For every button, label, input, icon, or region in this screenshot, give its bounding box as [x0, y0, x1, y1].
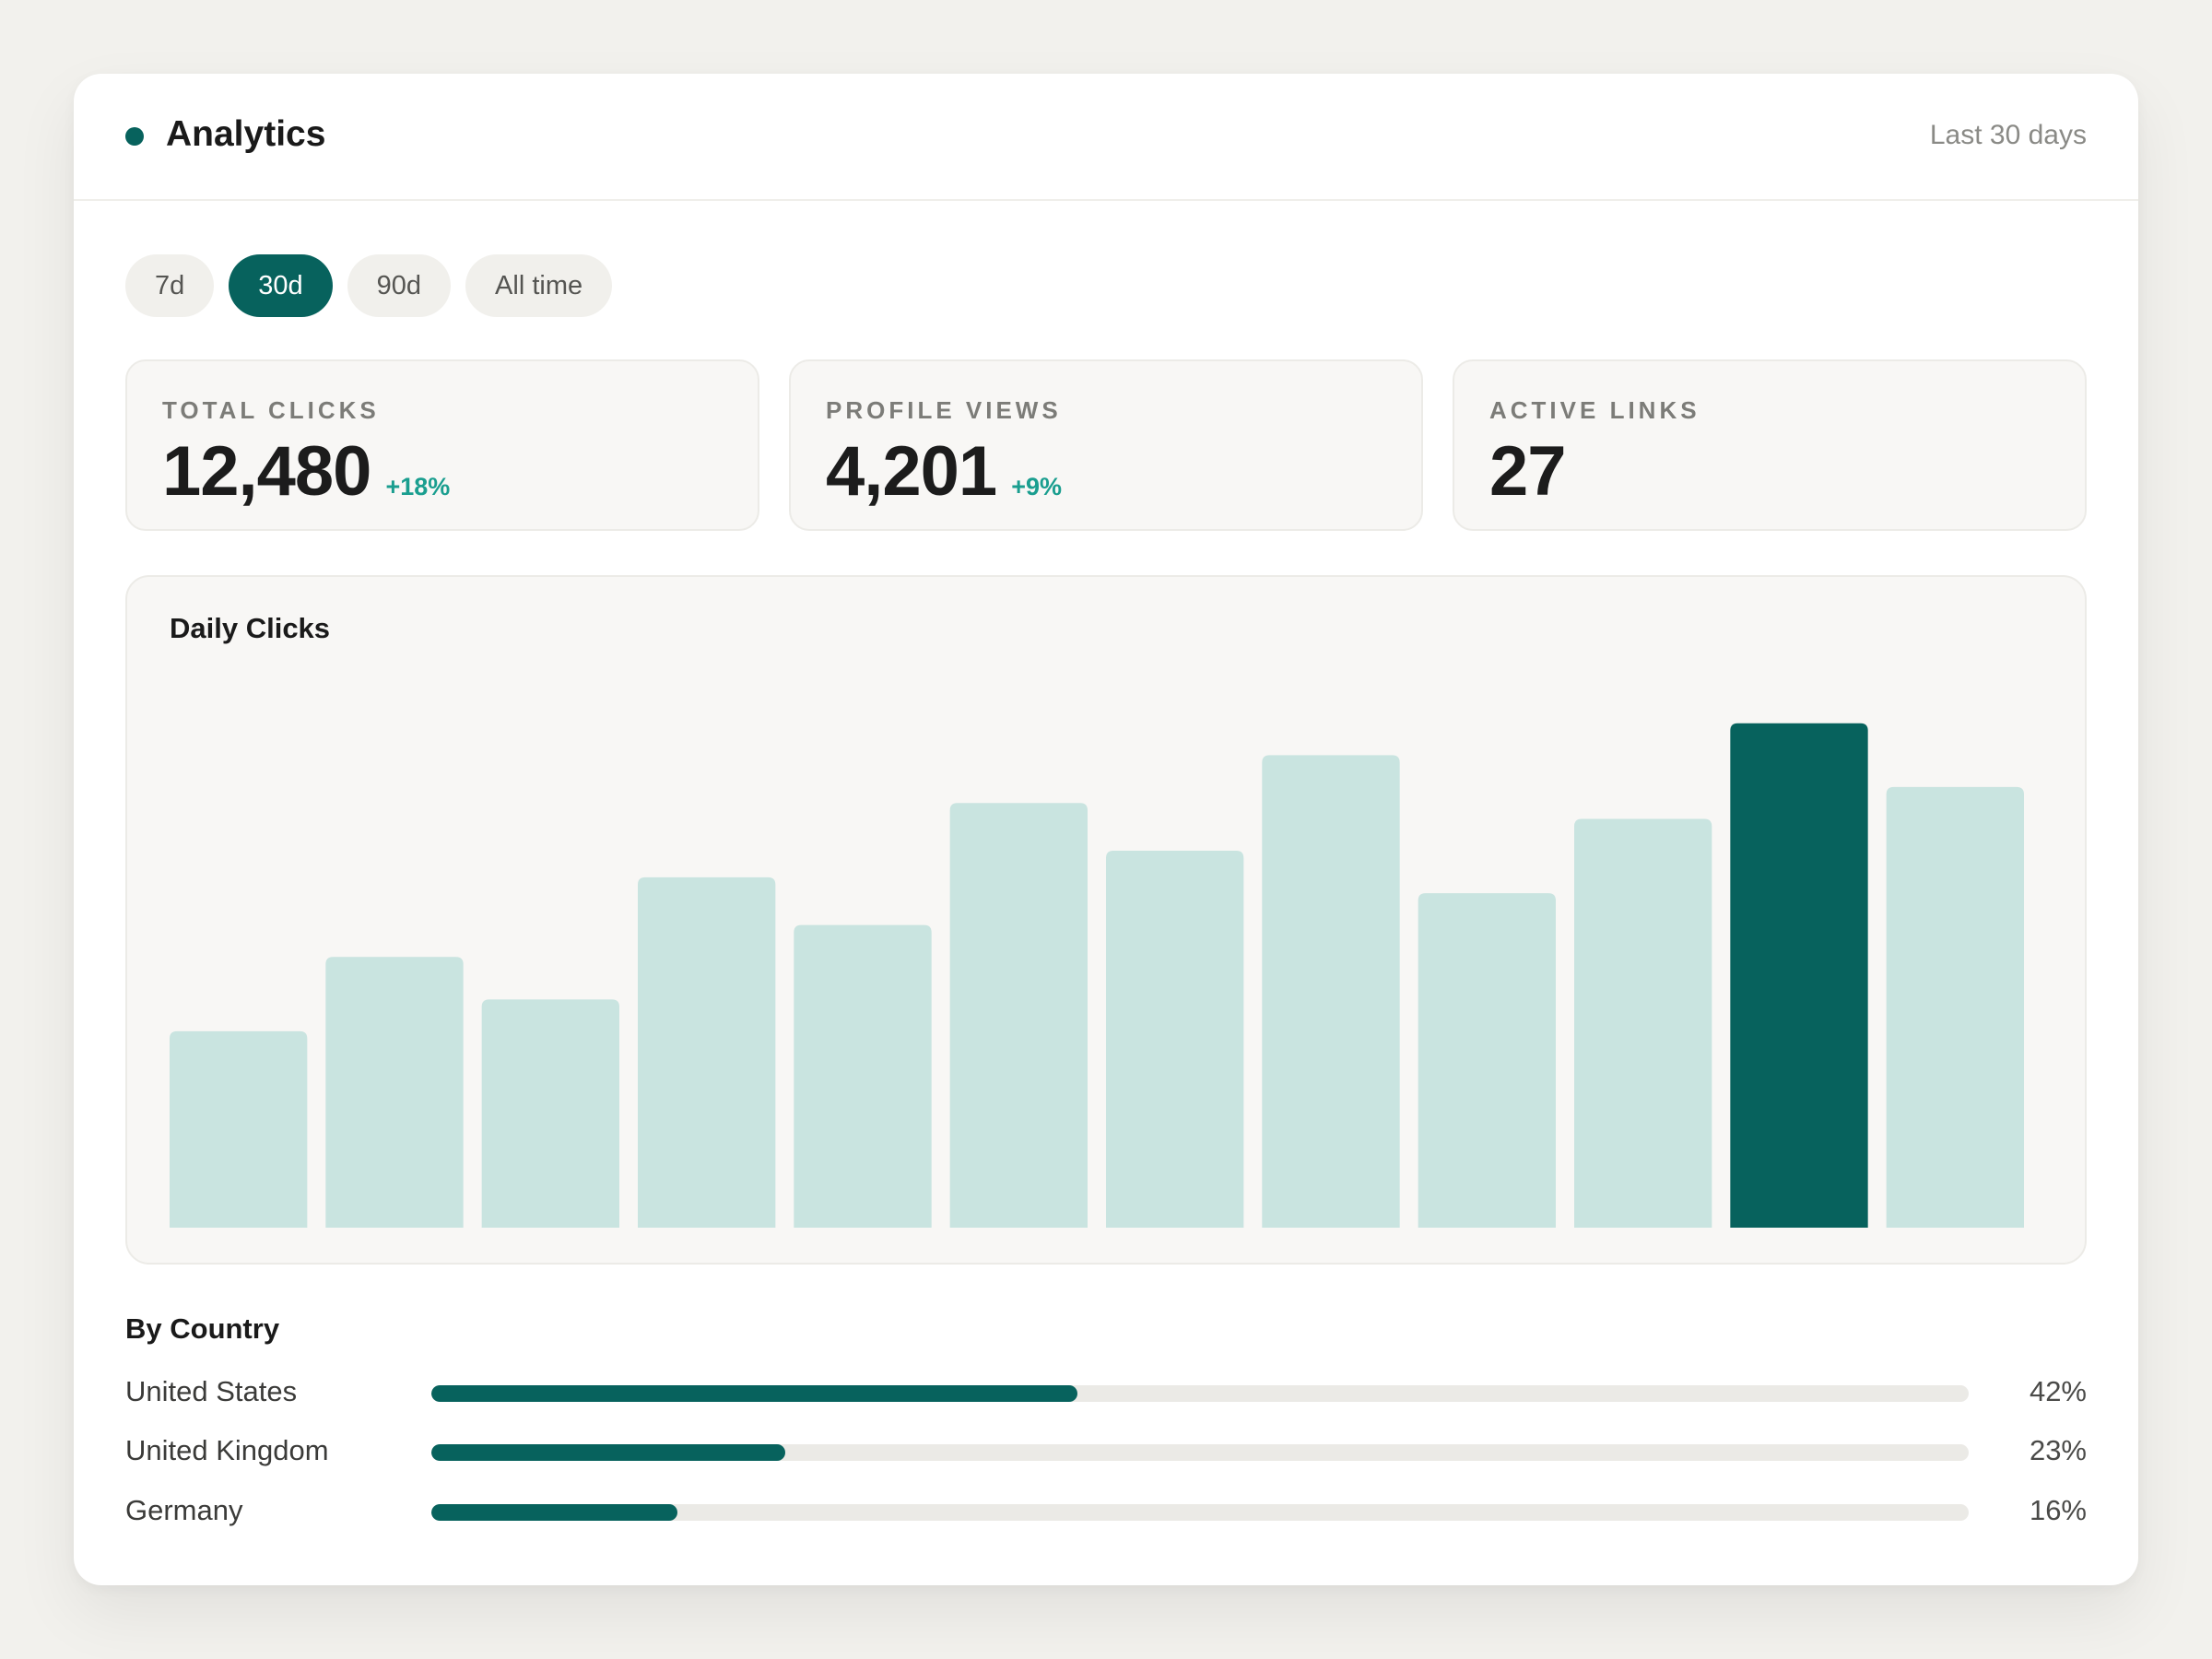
chart-bar-2 — [325, 957, 464, 1228]
stat-delta: +9% — [1011, 473, 1062, 500]
country-percent: 23% — [2029, 1434, 2087, 1466]
stat-card-profile-views: Profile Views 4,201 +9% — [789, 359, 1423, 531]
stat-value: 4,201 — [826, 432, 997, 511]
progress-track — [431, 1385, 1969, 1402]
chart-title: Daily Clicks — [170, 612, 331, 644]
country-percent: 42% — [2029, 1375, 2087, 1407]
stat-label: Total Clicks — [162, 396, 380, 424]
stat-value: 12,480 — [162, 432, 371, 511]
stat-card-active-links: Active Links 27 — [1453, 359, 2087, 531]
chart-bar-3 — [481, 999, 619, 1228]
chart-bar-6 — [949, 803, 1088, 1228]
stat-card-total-clicks: Total Clicks 12,480 +18% — [125, 359, 759, 531]
chart-bar-12 — [1886, 786, 2024, 1228]
tab-7d[interactable]: 7d — [125, 254, 215, 317]
daily-clicks-panel: Daily Clicks — [125, 575, 2087, 1265]
card-header: Analytics Last 30 days — [74, 74, 2138, 201]
country-name: Germany — [125, 1494, 243, 1526]
chart-bar-9 — [1418, 893, 1556, 1228]
progress-fill — [431, 1444, 785, 1461]
by-country-title: By Country — [125, 1312, 280, 1345]
stat-label: Active Links — [1489, 396, 1700, 424]
stat-value: 27 — [1489, 432, 1567, 511]
stat-label: Profile Views — [826, 396, 1062, 424]
page-title: Analytics — [166, 114, 326, 154]
stat-delta: +18% — [385, 473, 451, 500]
daily-clicks-chart — [170, 723, 2024, 1228]
range-tabs: 7d 30d 90d All time — [125, 254, 613, 317]
chart-bar-5 — [794, 924, 932, 1228]
country-percent: 16% — [2029, 1494, 2087, 1526]
chart-bar-10 — [1574, 818, 1712, 1228]
chart-bar-11 — [1730, 723, 1868, 1228]
country-row-germany: Germany 16% — [125, 1492, 2087, 1529]
date-range-label: Last 30 days — [1929, 120, 2087, 150]
country-name: United States — [125, 1375, 298, 1407]
chart-bar-1 — [170, 1030, 308, 1228]
chart-bar-7 — [1106, 851, 1244, 1228]
progress-fill — [431, 1504, 677, 1521]
tab-all-time[interactable]: All time — [465, 254, 613, 317]
tab-30d[interactable]: 30d — [229, 254, 333, 317]
progress-fill — [431, 1385, 1077, 1402]
country-name: United Kingdom — [125, 1434, 329, 1466]
progress-track — [431, 1504, 1969, 1521]
country-row-united-states: United States 42% — [125, 1373, 2087, 1410]
country-row-united-kingdom: United Kingdom 23% — [125, 1432, 2087, 1469]
analytics-card: Analytics Last 30 days 7d 30d 90d All ti… — [74, 74, 2138, 1585]
tab-90d[interactable]: 90d — [347, 254, 452, 317]
progress-track — [431, 1444, 1969, 1461]
status-dot-icon — [125, 127, 144, 146]
chart-bar-4 — [638, 877, 776, 1228]
chart-bar-8 — [1262, 755, 1400, 1228]
